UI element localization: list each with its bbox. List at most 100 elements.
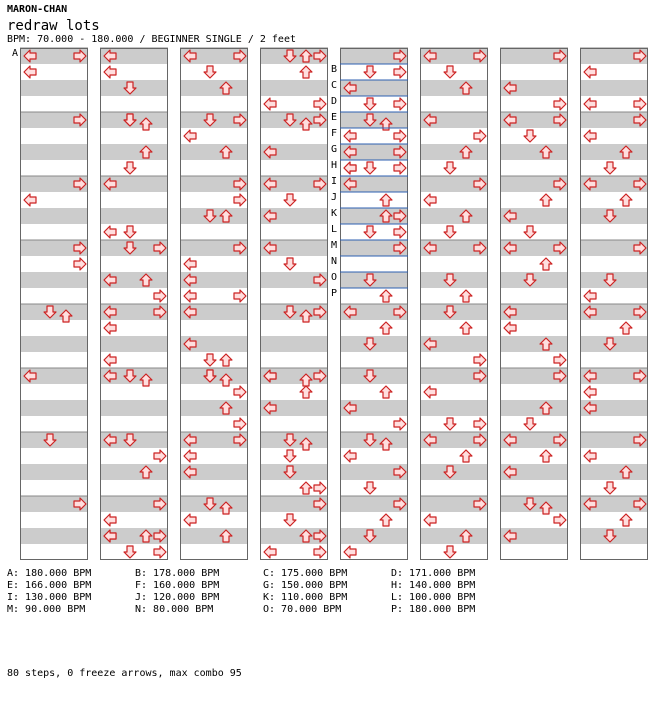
bpm-marker: N [331,256,337,267]
dance-arrow-icon [313,497,327,511]
dance-arrow-icon [233,417,247,431]
bpm-marker: M [331,240,337,251]
dance-arrow-icon [23,369,37,383]
dance-arrow-icon [263,545,277,559]
bpm-marker: K [331,208,337,219]
dance-arrow-icon [583,97,597,111]
bpm-marker: C [331,80,337,91]
dance-arrow-icon [633,369,647,383]
dance-arrow-icon [363,337,377,351]
dance-arrow-icon [299,481,313,495]
artist-name: MARON-CHAN [7,4,68,15]
dance-arrow-icon [379,193,393,207]
dance-arrow-icon [283,465,297,479]
dance-arrow-icon [263,209,277,223]
dance-arrow-icon [393,209,407,223]
dance-arrow-icon [139,145,153,159]
dance-arrow-icon [73,113,87,127]
dance-arrow-icon [23,49,37,63]
dance-arrow-icon [233,241,247,255]
dance-arrow-icon [153,305,167,319]
dance-arrow-icon [603,529,617,543]
dance-arrow-icon [363,433,377,447]
bpm-marker: I [331,176,337,187]
dance-arrow-icon [423,113,437,127]
dance-arrow-icon [263,97,277,111]
dance-arrow-icon [123,225,137,239]
dance-arrow-icon [619,145,633,159]
dance-arrow-icon [73,49,87,63]
dance-arrow-icon [183,273,197,287]
dance-arrow-icon [283,257,297,271]
dance-arrow-icon [393,65,407,79]
bpm-legend-entry: A: 180.000 BPM [7,568,92,579]
dance-arrow-icon [153,289,167,303]
chart-column [100,47,168,560]
dance-arrow-icon [473,417,487,431]
chart-summary: 80 steps, 0 freeze arrows, max combo 95 [7,668,242,679]
dance-arrow-icon [313,369,327,383]
dance-arrow-icon [123,433,137,447]
bpm-legend-entry: F: 160.000 BPM [135,580,220,591]
dance-arrow-icon [203,113,217,127]
dance-arrow-icon [379,513,393,527]
dance-arrow-icon [459,81,473,95]
dance-arrow-icon [139,465,153,479]
dance-arrow-icon [363,529,377,543]
dance-arrow-icon [459,321,473,335]
dance-arrow-icon [299,529,313,543]
dance-arrow-icon [503,241,517,255]
dance-arrow-icon [603,481,617,495]
dance-arrow-icon [539,337,553,351]
dance-arrow-icon [443,225,457,239]
bpm-legend-entry: P: 180.000 BPM [391,604,476,615]
dance-arrow-icon [299,65,313,79]
dance-arrow-icon [633,49,647,63]
dance-arrow-icon [153,545,167,559]
dance-arrow-icon [393,97,407,111]
dance-arrow-icon [393,497,407,511]
dance-arrow-icon [283,433,297,447]
dance-arrow-icon [523,273,537,287]
dance-arrow-icon [219,209,233,223]
dance-arrow-icon [103,369,117,383]
dance-arrow-icon [583,449,597,463]
dance-arrow-icon [633,113,647,127]
dance-arrow-icon [583,385,597,399]
dance-arrow-icon [183,289,197,303]
dance-arrow-icon [313,481,327,495]
dance-arrow-icon [553,433,567,447]
dance-arrow-icon [363,113,377,127]
dance-arrow-icon [219,145,233,159]
dance-arrow-icon [343,305,357,319]
dance-arrow-icon [103,433,117,447]
dance-arrow-icon [473,369,487,383]
dance-arrow-icon [583,401,597,415]
dance-arrow-icon [363,65,377,79]
dance-arrow-icon [343,145,357,159]
dance-arrow-icon [313,545,327,559]
bpm-marker: A [12,48,18,59]
bpm-legend-entry: K: 110.000 BPM [263,592,348,603]
dance-arrow-icon [523,225,537,239]
dance-arrow-icon [539,257,553,271]
bpm-legend-entry: J: 120.000 BPM [135,592,220,603]
dance-arrow-icon [263,177,277,191]
dance-arrow-icon [283,449,297,463]
dance-arrow-icon [583,497,597,511]
dance-arrow-icon [633,177,647,191]
dance-arrow-icon [503,433,517,447]
dance-arrow-icon [459,289,473,303]
bpm-marker: D [331,96,337,107]
dance-arrow-icon [539,501,553,515]
dance-arrow-icon [633,497,647,511]
dance-arrow-icon [313,49,327,63]
dance-arrow-icon [583,289,597,303]
dance-arrow-icon [313,529,327,543]
dance-arrow-icon [553,241,567,255]
dance-arrow-icon [219,529,233,543]
dance-arrow-icon [393,465,407,479]
dance-arrow-icon [583,129,597,143]
dance-arrow-icon [603,209,617,223]
